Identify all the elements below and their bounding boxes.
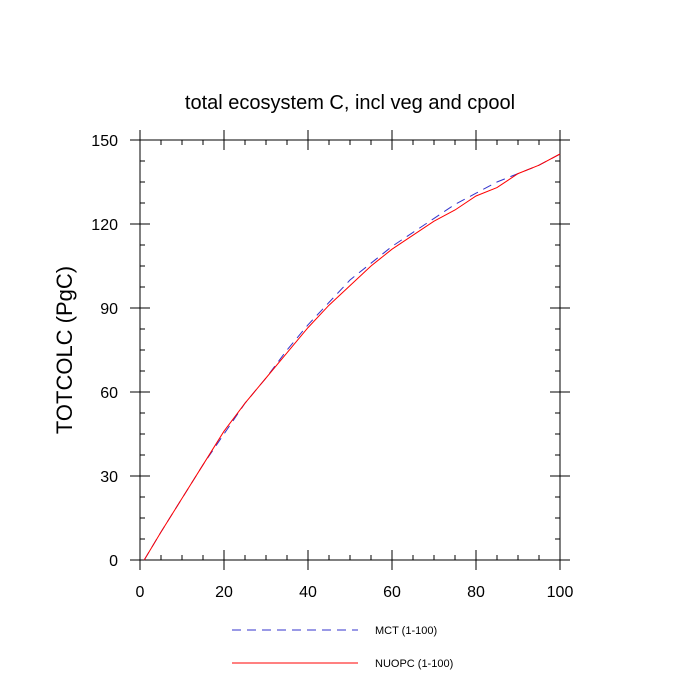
x-tick-label: 60 [383,584,401,601]
plot-frame [139,139,561,561]
x-tick-label: 100 [547,584,574,601]
y-tick-label: 30 [100,469,118,486]
legend-label-nuopc: NUOPC (1-100) [375,658,453,670]
y-tick-label: 90 [100,301,118,318]
y-axis-label: TOTCOLC (PgC) [52,266,77,434]
x-tick-label: 20 [215,584,233,601]
y-tick-label: 0 [109,553,118,570]
legend-label-mct: MCT (1-100) [375,625,437,637]
x-tick-label: 80 [467,584,485,601]
x-tick-label: 0 [136,584,145,601]
y-tick-label: 120 [91,217,118,234]
chart-title: total ecosystem C, incl veg and cpool [185,92,515,114]
x-tick-label: 40 [299,584,317,601]
y-tick-label: 60 [100,385,118,402]
y-tick-label: 150 [91,133,118,150]
series-line-mct [143,153,561,561]
series-line-nuopc [143,153,561,561]
